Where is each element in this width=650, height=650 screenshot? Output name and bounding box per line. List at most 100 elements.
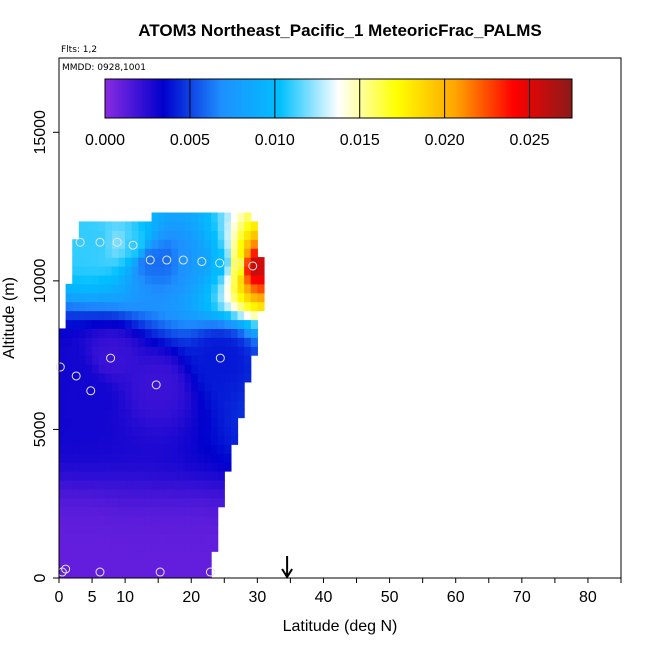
heatmap-cell — [151, 372, 159, 383]
heatmap-cell — [151, 497, 159, 508]
heatmap-cell — [72, 239, 80, 249]
heatmap-cell — [98, 372, 106, 383]
heatmap-cell — [211, 426, 219, 436]
heatmap-cell — [164, 301, 172, 312]
heatmap-cell — [105, 319, 113, 329]
heatmap-cell — [197, 266, 206, 276]
heatmap-cell — [105, 355, 113, 365]
heatmap-cell — [72, 426, 80, 436]
heatmap-cell — [85, 551, 93, 561]
heatmap-cell — [184, 364, 192, 374]
heatmap-cell — [197, 381, 206, 392]
heatmap-cell — [98, 292, 106, 303]
heatmap-cell — [78, 274, 87, 285]
heatmap-cell — [230, 426, 239, 436]
heatmap-cell — [85, 310, 93, 321]
heatmap-cell — [204, 497, 212, 508]
heatmap-cell — [158, 417, 166, 428]
heatmap-cell — [78, 497, 87, 508]
heatmap-cell — [144, 257, 153, 267]
arrow-head — [281, 568, 293, 579]
heatmap-cell — [204, 462, 212, 472]
heatmap-cell — [131, 515, 139, 526]
heatmap-cell — [65, 426, 73, 436]
heatmap-cell — [164, 417, 172, 428]
heatmap-cell — [98, 453, 106, 463]
heatmap-cell — [184, 372, 192, 383]
heatmap-cell — [59, 479, 67, 490]
heatmap-cell — [118, 221, 126, 231]
sample-point — [75, 237, 85, 247]
heatmap-cell — [224, 319, 232, 329]
heatmap-cell — [257, 274, 265, 285]
heatmap-cell — [92, 551, 100, 561]
heatmap-cell — [65, 408, 73, 419]
heatmap-cell — [78, 471, 87, 481]
heatmap-cell — [131, 346, 139, 356]
heatmap-cell — [158, 444, 166, 454]
heatmap-cell — [250, 337, 258, 347]
heatmap-cell — [224, 408, 232, 419]
heatmap-cell — [178, 257, 186, 267]
heatmap-cell — [78, 479, 87, 490]
heatmap-cell — [184, 248, 192, 258]
heatmap-cell — [211, 248, 219, 258]
heatmap-cell — [158, 488, 166, 499]
heatmap-cell — [144, 542, 153, 552]
heatmap-cell — [92, 283, 100, 294]
heatmap-cell — [217, 417, 225, 428]
heatmap-cell — [105, 364, 113, 374]
heatmap-cell — [217, 221, 225, 231]
heatmap-cell — [184, 283, 192, 294]
heatmap-cell — [85, 471, 93, 481]
heatmap-cell — [118, 230, 126, 240]
heatmap-cell — [72, 248, 80, 258]
heatmap-cell — [92, 372, 100, 383]
heatmap-cell — [244, 355, 252, 365]
heatmap-cell — [85, 542, 93, 552]
heatmap-cell — [131, 230, 139, 240]
heatmap-cell — [197, 471, 206, 481]
heatmap-cell — [98, 364, 106, 374]
heatmap-cell — [118, 435, 126, 445]
heatmap-cell — [171, 506, 179, 517]
heatmap-cell — [158, 426, 166, 436]
heatmap-cell — [72, 497, 80, 508]
heatmap-cell — [72, 471, 80, 481]
heatmap-cell — [178, 444, 186, 454]
heatmap-cell — [171, 346, 179, 356]
heatmap-cell — [164, 230, 172, 240]
heatmap-cell — [191, 381, 199, 392]
heatmap-cell — [191, 319, 199, 329]
heatmap-cell — [85, 488, 93, 499]
heatmap-cell — [230, 346, 239, 356]
heatmap-cell — [197, 292, 206, 303]
heatmap-cell — [151, 230, 159, 240]
heatmap-cell — [178, 248, 186, 258]
heatmap-cell — [244, 292, 252, 303]
heatmap-cell — [125, 230, 133, 240]
heatmap-cell — [118, 372, 126, 383]
heatmap-cell — [204, 212, 212, 223]
heatmap-cell — [151, 346, 159, 356]
heatmap-cell — [78, 346, 87, 356]
heatmap-cell — [138, 372, 146, 383]
heatmap-cell — [197, 337, 206, 347]
heatmap-cell — [217, 426, 225, 436]
heatmap-cell — [65, 444, 73, 454]
heatmap-cell — [138, 542, 146, 552]
heatmap-cell — [191, 408, 199, 419]
heatmap-cell — [59, 426, 67, 436]
heatmap-cell — [224, 230, 232, 240]
heatmap-cell — [118, 355, 126, 365]
heatmap-cell — [217, 471, 225, 481]
heatmap-cell — [171, 372, 179, 383]
heatmap-cell — [92, 515, 100, 526]
heatmap-cell — [85, 364, 93, 374]
heatmap-cell — [118, 524, 126, 535]
heatmap-cell — [237, 346, 245, 356]
heatmap-cell — [98, 444, 106, 454]
heatmap-cell — [118, 426, 126, 436]
heatmap-cell — [224, 283, 232, 294]
heatmap-cell — [184, 301, 192, 312]
